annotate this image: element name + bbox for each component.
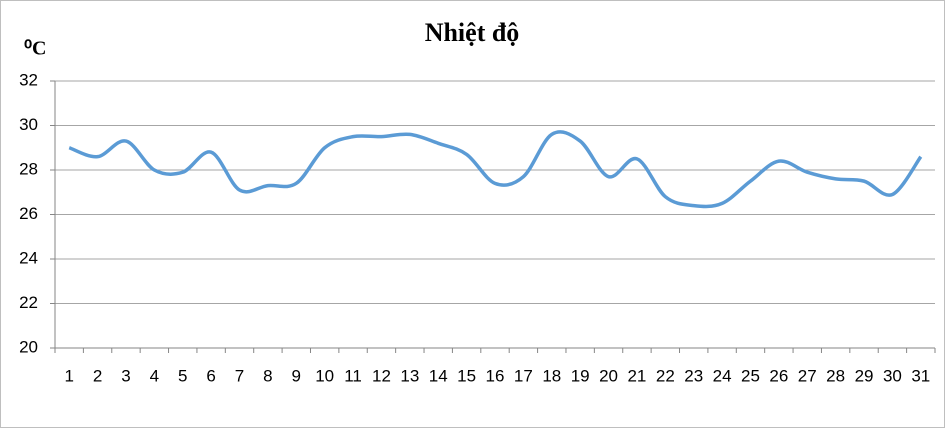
x-tick-label: 31: [911, 366, 930, 385]
x-tick-label: 26: [769, 366, 788, 385]
x-tick-label: 25: [741, 366, 760, 385]
x-tick-label: 5: [178, 366, 187, 385]
y-tick-label: 32: [19, 70, 38, 89]
x-tick-label: 24: [713, 366, 732, 385]
x-tick-label: 21: [627, 366, 646, 385]
x-tick-label: 14: [429, 366, 448, 385]
y-tick-label: 24: [19, 248, 38, 267]
x-tick-label: 16: [486, 366, 505, 385]
chart-title: Nhiệt độ: [425, 18, 520, 47]
x-tick-label: 28: [826, 366, 845, 385]
x-tick-label: 20: [599, 366, 618, 385]
x-tick-label: 18: [542, 366, 561, 385]
y-tick-label: 20: [19, 337, 38, 356]
x-tick-label: 2: [93, 366, 102, 385]
x-tick-label: 4: [150, 366, 159, 385]
x-tick-label: 17: [514, 366, 533, 385]
y-tick-label: 22: [19, 293, 38, 312]
x-tick-label: 22: [656, 366, 675, 385]
x-tick-label: 30: [883, 366, 902, 385]
x-tick-label: 10: [315, 366, 334, 385]
x-tick-label: 12: [372, 366, 391, 385]
x-tick-label: 6: [206, 366, 215, 385]
y-tick-label: 30: [19, 115, 38, 134]
x-tick-label: 23: [684, 366, 703, 385]
x-tick-label: 15: [457, 366, 476, 385]
x-tick-label: 7: [235, 366, 244, 385]
y-tick-label: 26: [19, 204, 38, 223]
x-tick-label: 8: [263, 366, 272, 385]
line-series: [68, 130, 923, 209]
y-axis-label: ⁰C: [24, 38, 46, 60]
x-tick-label: 19: [571, 366, 590, 385]
x-tick-label: 9: [292, 366, 301, 385]
x-tick-label: 13: [400, 366, 419, 385]
x-tick-label: 1: [64, 366, 73, 385]
x-tick-label: 11: [344, 366, 362, 385]
x-tick-label: 27: [798, 366, 817, 385]
x-tick-label: 29: [855, 366, 874, 385]
x-tick-label: 3: [121, 366, 130, 385]
y-tick-label: 28: [19, 159, 38, 178]
